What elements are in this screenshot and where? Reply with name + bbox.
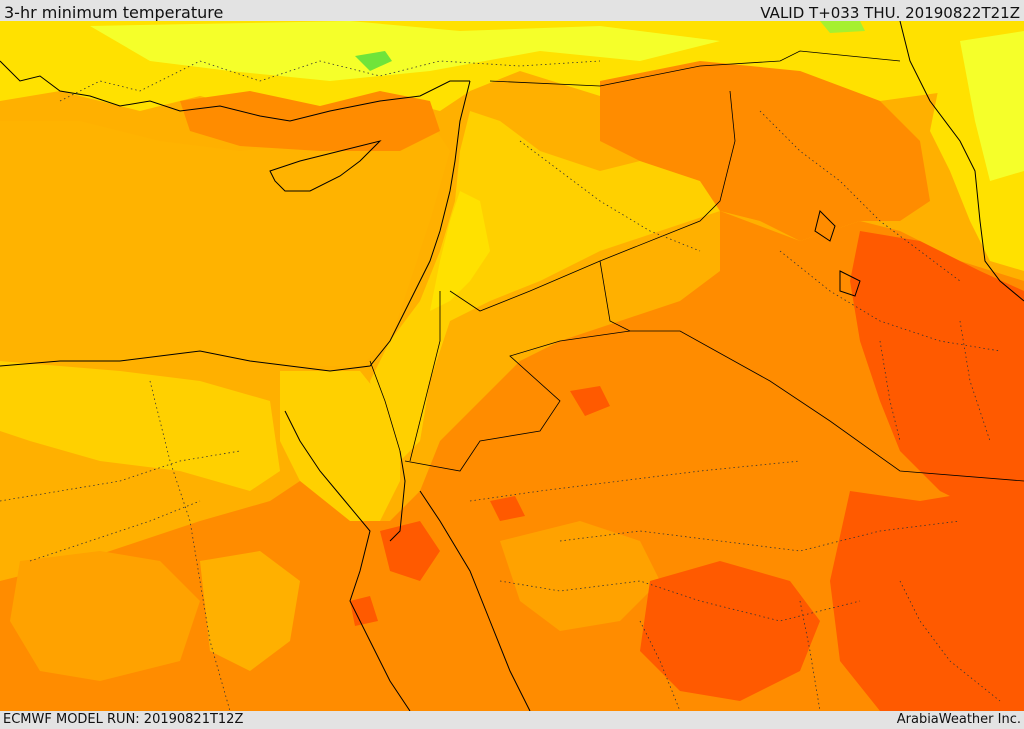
gulf-hot-zone <box>850 231 1024 511</box>
mediterranean-field <box>0 121 450 366</box>
iran-light-field <box>960 31 1024 181</box>
syria-iraq-orange-field <box>600 61 930 241</box>
hot-patch-small-2 <box>490 496 525 521</box>
egypt-amber-patch <box>10 551 200 681</box>
country-borders <box>369 50 1024 482</box>
egypt-south-amber-patch <box>200 551 300 671</box>
header-bar <box>0 0 1024 21</box>
hot-patch-small-1 <box>570 386 610 416</box>
arabia-east-hot-zone <box>830 491 1024 711</box>
cool-green-patch-2 <box>820 21 865 33</box>
credit-label: ArabiaWeather Inc. <box>896 712 1021 727</box>
temperature-map[interactable] <box>0 21 1024 711</box>
arabia-amber-patch <box>500 521 660 631</box>
coastlines <box>0 21 1024 711</box>
cool-green-patch <box>355 51 392 71</box>
province-borders <box>0 60 1001 711</box>
model-run-label: ECMWF MODEL RUN: 20190821T12Z <box>3 712 244 727</box>
footer-bar <box>0 711 1024 729</box>
valid-time: VALID T+033 THU. 20190822T21Z <box>760 4 1020 22</box>
arabia-hot-zone <box>640 561 820 701</box>
hot-patch-small-3 <box>350 596 378 626</box>
egypt-yellow-field <box>0 361 280 491</box>
turkey-orange-patch <box>180 91 440 151</box>
map-title: 3-hr minimum temperature <box>4 3 224 22</box>
sinai-yellow-field <box>280 371 400 521</box>
levant-bright-field <box>430 191 490 311</box>
turkey-light-field <box>90 21 720 81</box>
